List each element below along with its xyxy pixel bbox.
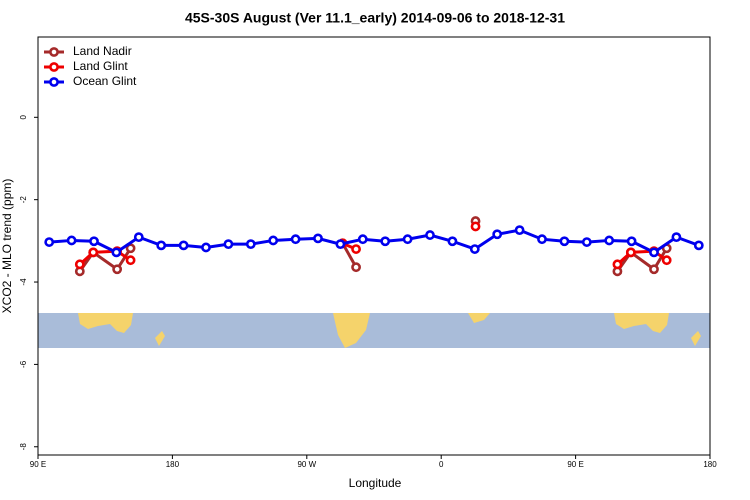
- series-line: [78, 249, 132, 266]
- x-tick-label: 180: [166, 460, 180, 469]
- point: [125, 243, 136, 254]
- point: [537, 234, 547, 245]
- legend-marker: [49, 47, 59, 57]
- y-tick-label: -8: [19, 443, 28, 451]
- point: [559, 236, 570, 247]
- x-tick-label: 90 E: [567, 460, 583, 469]
- point: [380, 236, 391, 247]
- point: [581, 237, 592, 247]
- x-tick-label: 180: [703, 460, 717, 469]
- legend-label: Land Glint: [73, 59, 128, 73]
- point: [671, 232, 682, 243]
- x-tick-label: 90 E: [30, 460, 46, 469]
- point: [514, 225, 525, 236]
- land: [468, 313, 490, 323]
- point: [268, 235, 279, 246]
- point: [469, 244, 480, 254]
- point: [335, 239, 346, 250]
- x-tick-label: 0: [439, 460, 444, 469]
- chart-title: 45S-30S August (Ver 11.1_early) 2014-09-…: [185, 10, 565, 26]
- point: [44, 237, 55, 247]
- point: [66, 235, 77, 246]
- series-line: [616, 247, 668, 273]
- y-tick-label: -6: [19, 360, 28, 368]
- map-strip: [38, 313, 710, 348]
- point: [351, 262, 361, 273]
- point: [661, 255, 672, 266]
- y-tick-label: -4: [19, 278, 28, 286]
- y-tick-label: -2: [19, 196, 28, 204]
- point: [693, 240, 704, 251]
- point: [112, 264, 123, 275]
- legend-marker: [49, 77, 59, 87]
- point: [313, 233, 323, 244]
- x-axis-label: Longitude: [349, 476, 402, 490]
- legend-marker: [49, 62, 59, 72]
- land: [691, 331, 701, 346]
- point: [626, 236, 637, 247]
- point: [649, 264, 659, 275]
- point: [223, 239, 234, 250]
- point: [245, 239, 256, 250]
- point: [88, 247, 99, 258]
- point: [470, 221, 481, 232]
- point: [178, 240, 189, 251]
- land: [614, 313, 669, 333]
- point: [290, 234, 301, 245]
- x-tick-label: 90 W: [297, 460, 316, 469]
- point: [133, 232, 144, 243]
- point: [447, 236, 458, 247]
- point: [111, 247, 122, 258]
- legend-label: Land Nadir: [73, 44, 132, 58]
- legend-label: Ocean Glint: [73, 74, 137, 88]
- land: [78, 313, 133, 333]
- land: [333, 313, 370, 348]
- ocean: [38, 313, 710, 348]
- point: [402, 234, 413, 245]
- point: [492, 229, 503, 240]
- point: [649, 247, 659, 258]
- point: [74, 259, 85, 270]
- plot-frame: [37, 36, 711, 456]
- series-line: [78, 247, 132, 273]
- point: [357, 234, 368, 245]
- land: [155, 331, 165, 346]
- series-line: [49, 228, 700, 255]
- point: [625, 247, 636, 258]
- point: [125, 255, 136, 266]
- point: [201, 242, 211, 253]
- y-tick-label: 0: [19, 115, 28, 120]
- point: [156, 240, 167, 251]
- series-line: [616, 249, 668, 266]
- point: [612, 259, 623, 270]
- point: [89, 236, 99, 247]
- y-axis-label: XCO2 - MLO trend (ppm): [0, 179, 14, 314]
- point: [604, 235, 615, 246]
- point: [351, 244, 361, 254]
- point: [425, 230, 435, 240]
